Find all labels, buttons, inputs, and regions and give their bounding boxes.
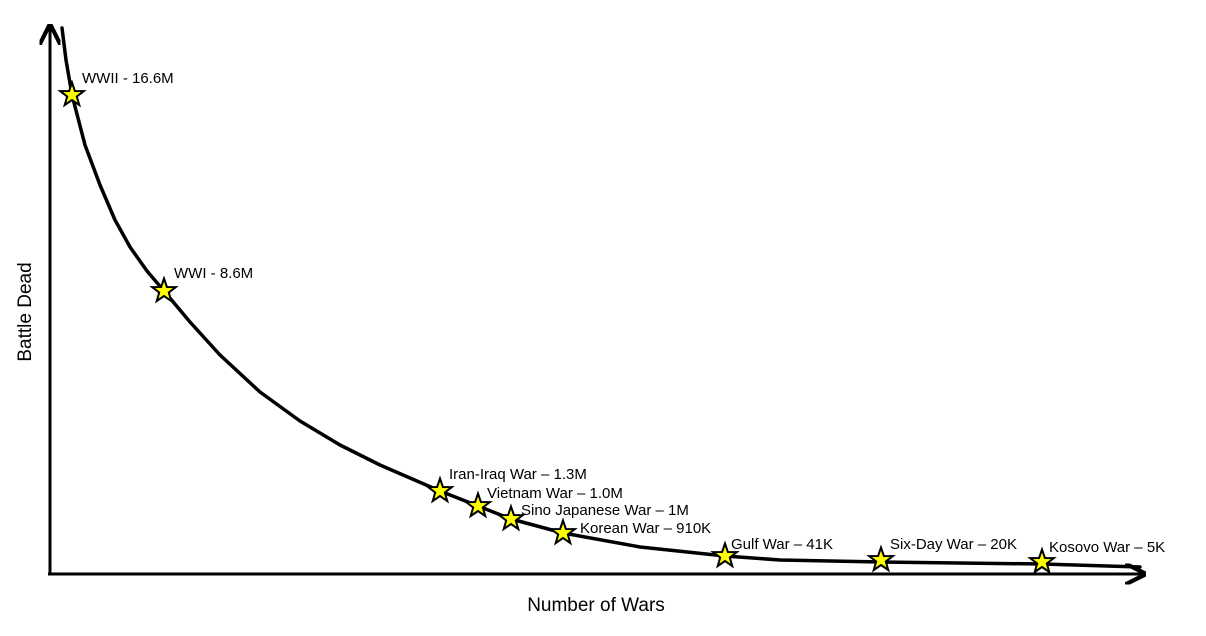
star [548, 517, 578, 546]
star [710, 540, 740, 569]
point-label: Sino Japanese War – 1M [521, 502, 689, 519]
point-label: Iran-Iraq War – 1.3M [449, 466, 587, 483]
point-label: WWI - 8.6M [174, 265, 253, 282]
point-label: Six-Day War – 20K [890, 536, 1017, 553]
point-label: WWII - 16.6M [82, 70, 174, 87]
star [149, 275, 179, 304]
point-label: Kosovo War – 5K [1049, 539, 1165, 556]
points: WWII - 16.6M WWI - 8.6M Iran-Iraq War – 1.… [57, 70, 1165, 575]
star [463, 490, 493, 519]
curve [60, 26, 1142, 569]
point-label: Vietnam War – 1.0M [487, 485, 623, 502]
star [425, 475, 455, 504]
y-axis-label: Battle Dead [15, 262, 36, 361]
point-label: Gulf War – 41K [731, 536, 833, 553]
star [1027, 546, 1057, 575]
star [57, 79, 87, 108]
point-label: Korean War – 910K [580, 520, 711, 537]
x-axis-label: Number of Wars [527, 595, 665, 616]
star [866, 544, 896, 573]
star [496, 503, 526, 532]
